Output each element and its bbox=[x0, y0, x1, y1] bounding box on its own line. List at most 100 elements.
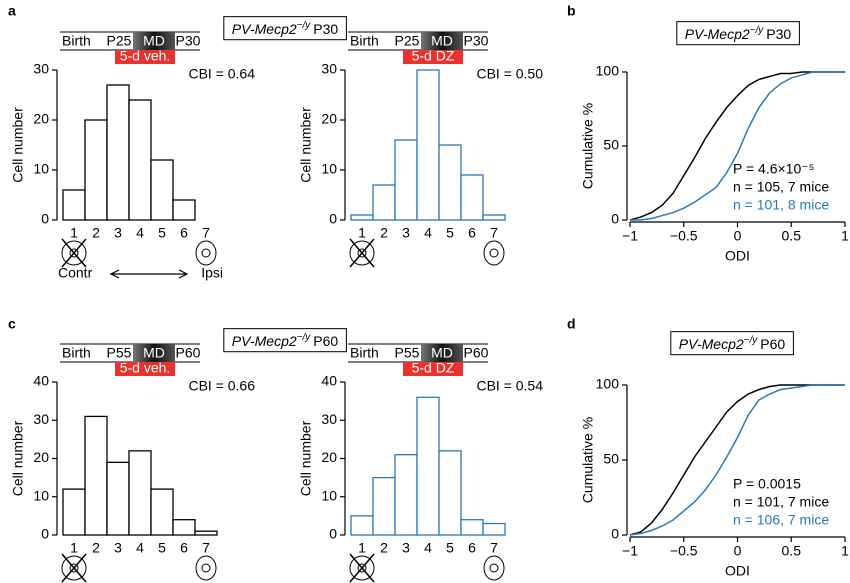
y-tick-label: 40 bbox=[321, 373, 337, 389]
title-age: P30 bbox=[766, 26, 791, 42]
timeline-label: P25 bbox=[395, 33, 420, 49]
bar bbox=[62, 189, 86, 221]
treatment-box bbox=[403, 362, 463, 376]
y-axis-label: Cumulative % bbox=[580, 103, 596, 189]
title-box bbox=[223, 328, 347, 353]
md-box bbox=[133, 344, 175, 362]
cbi-annotation: CBI = 0.64 bbox=[188, 66, 255, 82]
x-tick-label: 0 bbox=[734, 543, 742, 559]
timeline-label: MD bbox=[143, 345, 165, 361]
eye-cross bbox=[61, 238, 87, 268]
timeline-label: Birth bbox=[350, 345, 379, 361]
eye-icon bbox=[483, 555, 505, 581]
cumulative-line bbox=[629, 384, 845, 536]
bar bbox=[372, 184, 396, 221]
treatment-label: 5-d DZ bbox=[412, 360, 455, 376]
x-tick-label: 2 bbox=[92, 225, 100, 241]
x-tick-label: 4 bbox=[424, 540, 432, 556]
panel-label: a bbox=[8, 3, 16, 19]
x-tick-label: 0.5 bbox=[782, 543, 802, 559]
eye-pupil bbox=[357, 248, 367, 258]
bar bbox=[150, 488, 174, 536]
eye-icon bbox=[483, 240, 505, 266]
y-tick-label: 10 bbox=[321, 161, 337, 177]
bar bbox=[394, 139, 418, 221]
y-tick-label: 30 bbox=[33, 61, 49, 77]
p-value: P = 0.0015 bbox=[733, 476, 801, 492]
x-tick-label: −1 bbox=[622, 228, 638, 244]
y-tick-label: 0 bbox=[611, 211, 619, 227]
x-axis-label: ODI bbox=[725, 248, 750, 264]
eye-icon bbox=[349, 555, 375, 581]
bar bbox=[194, 530, 218, 536]
timeline-label: MD bbox=[431, 33, 453, 49]
md-box bbox=[421, 344, 463, 362]
x-tick-label: 5 bbox=[446, 225, 454, 241]
bar bbox=[350, 214, 374, 221]
cbi-annotation: CBI = 0.50 bbox=[476, 66, 543, 82]
legend-label: n = 106, 7 mice bbox=[733, 512, 829, 528]
title-genotype-sup: −/y bbox=[297, 332, 312, 343]
bar bbox=[482, 214, 506, 221]
x-tick-label: 7 bbox=[202, 540, 210, 556]
title-genotype-name: PV-Mecp2 bbox=[685, 26, 750, 42]
x-tick-label: −1 bbox=[622, 543, 638, 559]
x-tick-label: 1 bbox=[841, 228, 849, 244]
title-box bbox=[223, 16, 347, 41]
treatment-label: 5-d DZ bbox=[412, 48, 455, 64]
x-tick-label: 0 bbox=[734, 228, 742, 244]
x-tick-label: 4 bbox=[136, 540, 144, 556]
x-tick-label: 3 bbox=[402, 540, 410, 556]
x-tick-label: 6 bbox=[468, 540, 476, 556]
bar bbox=[460, 174, 484, 221]
eye-pupil bbox=[489, 248, 499, 258]
title-age: P60 bbox=[313, 333, 338, 349]
y-tick-label: 30 bbox=[321, 411, 337, 427]
x-tick-label: 2 bbox=[380, 540, 388, 556]
p-value: P = 4.6×10⁻⁵ bbox=[733, 161, 814, 177]
y-tick-label: 20 bbox=[33, 111, 49, 127]
title-box bbox=[670, 331, 794, 356]
timeline-label: P60 bbox=[464, 345, 489, 361]
title-genotype-name: PV-Mecp2 bbox=[679, 336, 744, 352]
treatment-box bbox=[115, 362, 175, 376]
y-tick-label: 100 bbox=[596, 376, 620, 392]
eye-cross bbox=[61, 553, 87, 583]
y-tick-label: 0 bbox=[611, 526, 619, 542]
y-tick-label: 0 bbox=[329, 211, 337, 227]
title-age: P30 bbox=[313, 21, 338, 37]
timeline-label: P30 bbox=[176, 33, 201, 49]
y-tick-label: 30 bbox=[33, 411, 49, 427]
legend-label: n = 101, 7 mice bbox=[733, 494, 829, 510]
timeline-label: Birth bbox=[62, 345, 91, 361]
title-genotype-sup: −/y bbox=[750, 25, 765, 36]
cbi-annotation: CBI = 0.54 bbox=[476, 378, 543, 394]
md-box bbox=[133, 32, 175, 50]
arrow-head bbox=[109, 269, 189, 279]
y-tick-label: 40 bbox=[33, 373, 49, 389]
treatment-label: 5-d veh. bbox=[120, 48, 171, 64]
x-tick-label: 2 bbox=[380, 225, 388, 241]
y-tick-label: 20 bbox=[33, 449, 49, 465]
legend-label: n = 101, 8 mice bbox=[733, 197, 829, 213]
timeline-label: P30 bbox=[464, 33, 489, 49]
panel-title: PV-Mecp2−/y P60 bbox=[679, 335, 786, 352]
cumulative-line bbox=[629, 384, 845, 536]
bar bbox=[128, 450, 152, 536]
x-tick-label: 5 bbox=[158, 225, 166, 241]
x-axis-label: ODI bbox=[725, 563, 750, 579]
bar bbox=[106, 461, 130, 536]
bar bbox=[84, 119, 108, 221]
bar bbox=[62, 488, 86, 536]
timeline-label: P55 bbox=[107, 345, 132, 361]
y-tick-label: 20 bbox=[321, 449, 337, 465]
bar bbox=[372, 476, 396, 536]
x-annotation: Ipsi bbox=[201, 265, 223, 281]
y-axis-label: Cell number bbox=[298, 420, 314, 496]
bar bbox=[416, 396, 440, 536]
timeline-label: MD bbox=[431, 345, 453, 361]
x-tick-label: 7 bbox=[202, 225, 210, 241]
eye-icon bbox=[349, 240, 375, 266]
eye-icon bbox=[195, 555, 217, 581]
y-axis-label: Cell number bbox=[298, 107, 314, 183]
